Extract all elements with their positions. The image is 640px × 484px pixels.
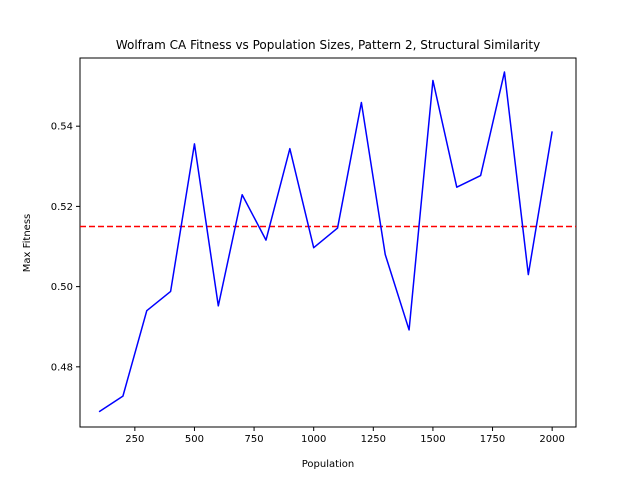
series-line-0: [98, 71, 553, 413]
y-tick-label: 0.50: [51, 282, 73, 293]
y-tick-label: 0.48: [51, 362, 73, 373]
y-tick-label: 0.54: [51, 122, 73, 133]
x-tick-label: 1500: [420, 434, 445, 445]
plot-area-frame: [79, 57, 577, 428]
chart-title: Wolfram CA Fitness vs Population Sizes, …: [116, 38, 540, 52]
x-axis-label: Population: [302, 459, 355, 470]
x-tick-label: 2000: [539, 434, 564, 445]
x-tick-label: 1000: [301, 434, 326, 445]
x-tick-label: 500: [185, 434, 204, 445]
y-tick-label: 0.52: [51, 202, 73, 213]
x-tick-label: 250: [125, 434, 144, 445]
x-tick-label: 1750: [480, 434, 505, 445]
y-axis-label: Max Fitness: [22, 214, 33, 273]
x-tick-label: 750: [245, 434, 264, 445]
x-tick-label: 1250: [361, 434, 386, 445]
